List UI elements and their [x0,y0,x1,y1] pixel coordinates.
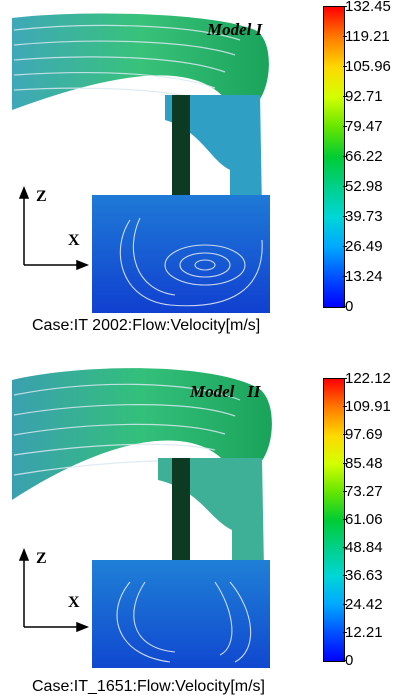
colorbar-tick-label: 61.06 [345,511,383,528]
colorbar-tick-mark [343,631,347,633]
model-2-panel: Model ІІ Z X 122.12 109.91 97.69 85.48 73.27… [0,350,409,695]
colorbar-tick-mark [343,66,347,67]
port-streamlines [13,383,241,476]
intake-port [12,368,272,500]
colorbar-tick-label: 105.96 [345,58,391,75]
z-axis-label: Z [36,188,47,205]
colorbar-tick-mark [343,378,347,379]
colorbar-tick-mark [343,603,347,605]
caption: Case:IT 2002:Flow:Velocity[m/s] [32,317,261,334]
colorbar-tick-label: 12.21 [345,623,383,641]
colorbar-tick-label: 39.73 [345,208,383,225]
colorbar-tick-mark [343,306,347,307]
colorbar-tick-mark [343,126,347,127]
valve-stem [172,95,190,205]
colorbar-tick-label: 109.91 [345,398,391,416]
model-title: Model ІІ [190,382,261,401]
colorbar-tick-label: 36.63 [345,567,383,585]
cylinder [92,560,270,668]
x-axis-label: X [68,232,80,249]
colorbar-tick-label: 92.71 [345,88,383,105]
z-axis-label: Z [36,550,47,567]
colorbar-tick-mark [343,519,347,520]
colorbar-tick-label: 13.24 [345,268,383,285]
colorbar-tick-label: 119.21 [345,28,390,45]
cylinder [92,195,270,313]
colorbar-tick-mark [343,406,347,408]
colorbar-tick-mark [343,6,347,7]
cfd-flow-visualization-1 [12,13,270,313]
colorbar-tick-label: 26.49 [345,238,383,255]
colorbar-tick-mark [343,490,347,492]
colorbar-tick-mark [343,156,347,157]
cylinder-vortex [119,217,263,307]
colorbar-tick-mark [343,36,347,37]
axis-arrows [18,185,90,271]
colorbar-tick-label: 79.47 [345,118,383,135]
colorbar-tick-label: 48.84 [345,539,383,557]
colorbar-tick-mark [343,216,347,217]
colorbar-tick-mark [343,186,347,187]
colorbar-tick-label: 0 [345,298,354,315]
colorbar-tick-label: 73.27 [345,482,383,500]
velocity-colorbar [323,6,345,308]
colorbar-tick-label: 97.69 [345,426,383,444]
colorbar-tick-label: 132.45 [345,0,391,15]
model-1-panel: Model I Z X 132.45 119.21 105.96 92.71 79.47… [0,0,409,345]
cylinder-streamlines [116,581,252,663]
x-axis-label: X [68,594,80,611]
colorbar-tick-mark [343,575,347,577]
colorbar-tick-label: 66.22 [345,148,383,165]
model-title: Model I [207,20,263,39]
axis-arrows [18,547,90,633]
colorbar-tick-mark [343,462,347,464]
valve-stem [172,458,190,570]
cfd-flow-visualization-2 [12,368,272,668]
colorbar-tick-mark [343,660,347,661]
colorbar-tick-label: 85.48 [345,454,383,472]
colorbar-tick-label: 24.42 [345,595,383,613]
intake-port [12,13,269,110]
colorbar-tick-label: 52.98 [345,178,383,195]
colorbar-tick-mark [343,96,347,97]
colorbar-tick-mark [343,276,347,277]
caption: Case:IT_1651:Flow:Velocity[m/s] [32,678,265,695]
colorbar-tick-label: 122.12 [345,370,391,387]
colorbar-tick-mark [343,547,347,549]
velocity-colorbar [323,378,345,662]
colorbar-tick-label: 0 [345,652,354,669]
colorbar-tick-mark [343,434,347,436]
colorbar-tick-mark [343,246,347,247]
